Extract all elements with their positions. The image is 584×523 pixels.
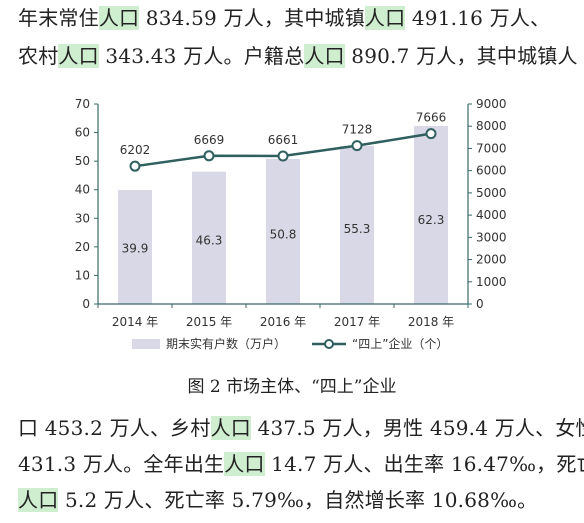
text-run: 890.7 万人，其中城镇人 bbox=[344, 44, 578, 68]
y-right-tick-label: 7000 bbox=[476, 141, 507, 155]
x-tick-label: 2015 年 bbox=[186, 315, 232, 329]
y-right-tick-label: 2000 bbox=[476, 253, 507, 267]
y-left-tick-label: 30 bbox=[75, 211, 90, 225]
bar-value-label: 39.9 bbox=[122, 242, 149, 256]
highlighted-term: 人口 bbox=[98, 6, 140, 30]
bar-value-label: 46.3 bbox=[196, 233, 223, 247]
legend-bar-swatch bbox=[132, 339, 160, 349]
bar bbox=[413, 126, 449, 304]
line-value-label: 6202 bbox=[120, 143, 151, 157]
highlighted-term: 人口 bbox=[210, 416, 251, 440]
highlighted-term: 人口 bbox=[18, 488, 59, 512]
x-tick-label: 2018 年 bbox=[408, 315, 454, 329]
line-value-label: 6661 bbox=[268, 133, 299, 147]
highlighted-term: 人口 bbox=[364, 6, 406, 30]
bar bbox=[191, 171, 227, 304]
figure-caption: 图 2 市场主体、“四上”企业 bbox=[187, 377, 397, 397]
highlighted-term: 人口 bbox=[304, 44, 345, 68]
y-right-tick-label: 0 bbox=[476, 297, 484, 311]
chart-svg: 0 10 20 30 40 50 60 70 0 1000 2000 3000 4000 5000 6000… bbox=[75, 97, 507, 351]
text-run: 431.3 万人。全年出生 bbox=[18, 452, 225, 476]
text-run: 口 453.2 万人、乡村 bbox=[18, 416, 211, 440]
text-run: 834.59 万人，其中城镇 bbox=[139, 6, 365, 30]
y-left-tick-label: 0 bbox=[82, 297, 90, 311]
text-run: 年末常住 bbox=[18, 6, 99, 30]
text-run: 农村 bbox=[18, 44, 59, 68]
line-point bbox=[203, 150, 215, 162]
y-left-tick-label: 70 bbox=[75, 97, 90, 111]
x-tick-label: 2017 年 bbox=[334, 315, 380, 329]
y-right-tick-label: 6000 bbox=[476, 164, 507, 178]
y-right-tick-label: 1000 bbox=[476, 275, 507, 289]
y-right-tick-label: 3000 bbox=[476, 230, 507, 244]
legend-bar-label: 期末实有户数（万户） bbox=[166, 336, 286, 351]
text-run: 5.2 万人、死亡率 5.79‰，自然增长率 10.68‰。 bbox=[58, 488, 538, 512]
paragraph-bottom-line-1: 口 453.2 万人、乡村人口 437.5 万人，男性 459.4 万人、女性 bbox=[18, 414, 584, 442]
bar-value-label: 50.8 bbox=[270, 228, 297, 242]
y-right-tick-label: 4000 bbox=[476, 208, 507, 222]
y-left-tick-label: 40 bbox=[75, 183, 90, 197]
text-run: 491.16 万人、 bbox=[405, 6, 551, 30]
bar-value-label: 55.3 bbox=[344, 222, 371, 236]
text-run: 343.43 万人。户籍总 bbox=[98, 44, 305, 68]
highlighted-term: 人口 bbox=[58, 44, 99, 68]
y-left-tick-label: 20 bbox=[75, 240, 90, 254]
highlighted-term: 人口 bbox=[224, 452, 265, 476]
line-point bbox=[425, 128, 437, 140]
y-left-tick-label: 60 bbox=[75, 126, 90, 140]
x-tick-label: 2016 年 bbox=[260, 315, 306, 329]
line-point bbox=[277, 150, 289, 162]
x-tick-label: 2014 年 bbox=[112, 315, 158, 329]
line-point bbox=[129, 160, 141, 172]
y-right-tick-label: 8000 bbox=[476, 119, 507, 133]
y-right-tick-label: 9000 bbox=[476, 97, 507, 111]
bar bbox=[339, 146, 375, 304]
bar bbox=[265, 158, 301, 304]
paragraph-bottom-line-3: 人口 5.2 万人、死亡率 5.79‰，自然增长率 10.68‰。 bbox=[18, 486, 537, 514]
chart: 0 10 20 30 40 50 60 70 0 1000 2000 3000 4000 5000 6000… bbox=[40, 88, 560, 368]
paragraph-bottom-line-2: 431.3 万人。全年出生人口 14.7 万人、出生率 16.47‰，死亡 bbox=[18, 450, 584, 478]
bar-value-label: 62.3 bbox=[418, 213, 445, 227]
text-run: 14.7 万人、出生率 16.47‰，死亡 bbox=[264, 452, 584, 476]
legend-line-marker bbox=[324, 339, 334, 349]
y-left-tick-label: 10 bbox=[75, 268, 90, 282]
y-left-tick-label: 50 bbox=[75, 154, 90, 168]
y-right-tick-label: 5000 bbox=[476, 186, 507, 200]
line-point bbox=[351, 140, 363, 152]
line-value-label: 6669 bbox=[194, 133, 225, 147]
paragraph-top-line-1: 年末常住人口 834.59 万人，其中城镇人口 491.16 万人、 bbox=[18, 4, 550, 32]
paragraph-top-line-2: 农村人口 343.43 万人。户籍总人口 890.7 万人，其中城镇人 bbox=[18, 42, 578, 70]
legend-line-label: “四上”企业（个） bbox=[352, 336, 448, 351]
line-value-label: 7666 bbox=[416, 111, 447, 125]
text-run: 437.5 万人，男性 459.4 万人、女性 bbox=[250, 416, 584, 440]
bar bbox=[117, 190, 153, 304]
line-value-label: 7128 bbox=[342, 123, 373, 137]
